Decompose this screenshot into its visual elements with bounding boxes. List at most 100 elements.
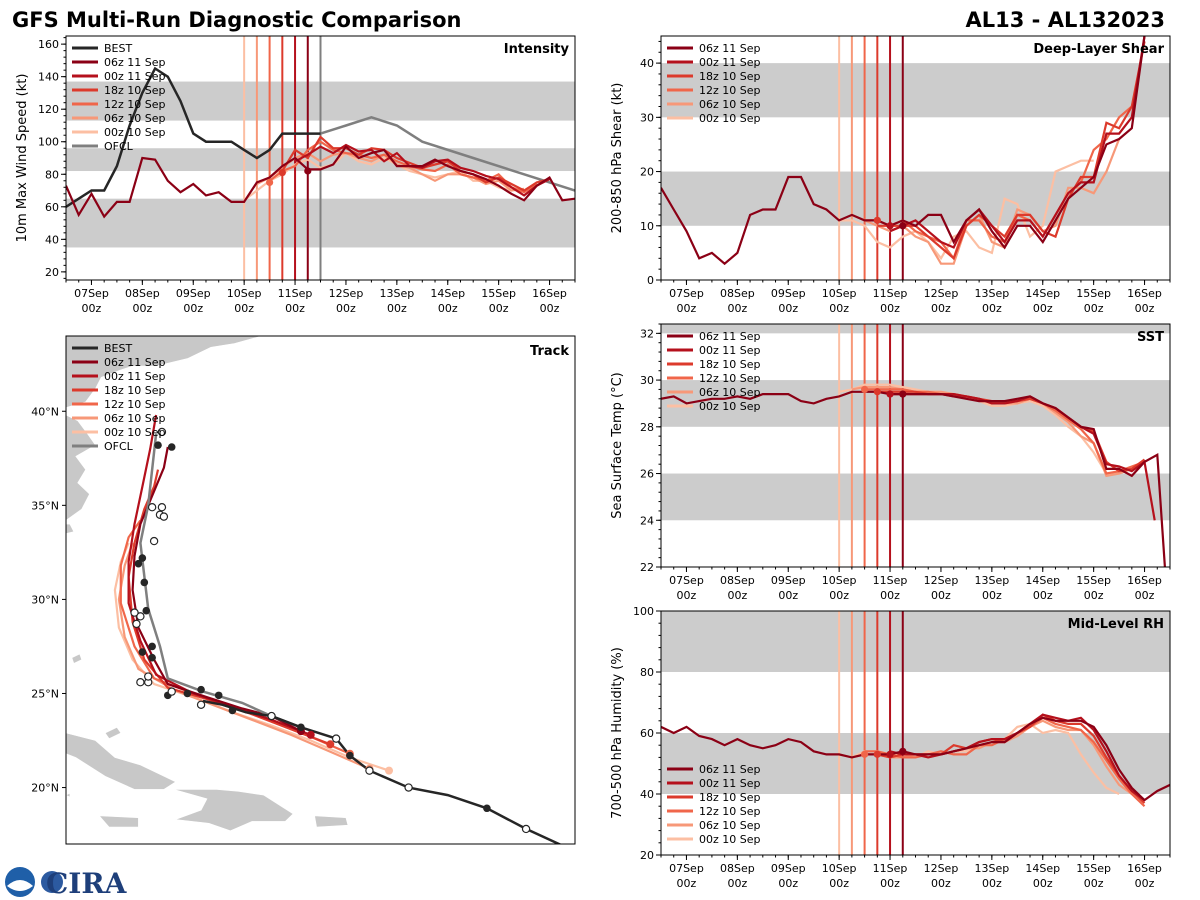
rh-x-tick-date: 15Sep: [1076, 862, 1111, 875]
sst-shaded-band: [661, 324, 1170, 334]
intensity-best-series: [66, 66, 321, 208]
shear-x-tick-date: 10Sep: [822, 287, 857, 300]
track-legend-label: BEST: [104, 342, 132, 355]
intensity-x-tick-hour: 00z: [132, 302, 152, 315]
sst-x-tick-date: 10Sep: [822, 574, 857, 587]
intensity-x-tick-hour: 00z: [336, 302, 356, 315]
track-position-marker: [483, 804, 491, 813]
track-position-marker: [183, 689, 192, 698]
sst-x-tick-hour: 00z: [1135, 589, 1155, 602]
rh-x-tick-hour: 00z: [1033, 877, 1053, 890]
track-legend-label: 00z 11 Sep: [104, 370, 166, 383]
track-position-marker: [228, 706, 237, 715]
rh-x-tick-date: 09Sep: [771, 862, 806, 875]
track-position-open-marker: [157, 427, 167, 437]
shear-legend-label: 06z 11 Sep: [699, 42, 761, 55]
sst-legend-label: 06z 11 Sep: [699, 330, 761, 343]
track-lat-label: 35°N: [31, 499, 59, 512]
shear-y-tick-label: 40: [640, 57, 654, 70]
cira-logo-text: CIRA: [46, 867, 128, 900]
sst-x-tick-hour: 00z: [829, 589, 849, 602]
track-position-marker: [197, 685, 205, 694]
bahamas-land: [104, 726, 122, 739]
hispaniola-land: [173, 789, 294, 832]
rh-plot-area: [661, 611, 1170, 855]
noaa-wave-icon: [7, 880, 33, 891]
sst-x-tick-date: 14Sep: [1025, 574, 1060, 587]
shear-x-tick-date: 09Sep: [771, 287, 806, 300]
shear-shaded-band: [661, 63, 1170, 118]
track-position-open-marker: [167, 687, 176, 696]
track-run-series: [127, 469, 331, 746]
rh-x-tick-date: 13Sep: [974, 862, 1009, 875]
shear-legend-label: 12z 10 Sep: [699, 84, 761, 97]
rh-legend-label: 06z 10 Sep: [699, 819, 761, 832]
shear-x-tick-date: 07Sep: [669, 287, 704, 300]
intensity-x-tick-date: 12Sep: [329, 287, 364, 300]
intensity-init-point: [266, 178, 274, 186]
track-run-series: [127, 414, 312, 736]
sst-panel: 22 24 26 28 30 32 07Sep 00z 08Sep 00z 09Sep 00z 10Se…: [610, 323, 1171, 602]
rh-x-tick-date: 10Sep: [822, 862, 857, 875]
track-position-open-marker: [521, 824, 531, 834]
shear-run-series: [839, 159, 1094, 261]
shear-init-point: [886, 222, 894, 230]
shear-x-tick-hour: 00z: [931, 302, 951, 315]
intensity-panel-title: Intensity: [504, 42, 570, 57]
shear-run-series: [661, 36, 1146, 266]
track-legend-label: OFCL: [104, 440, 134, 453]
track-lat-label: 20°N: [31, 782, 59, 795]
intensity-x-tick-date: 10Sep: [227, 287, 262, 300]
shear-x-tick-hour: 00z: [880, 302, 900, 315]
rh-x-tick-date: 16Sep: [1127, 862, 1162, 875]
intensity-panel: 20 40 60 80 100 120 140 160 07Sep 00z 08Sep 00z 09Se…: [15, 35, 576, 315]
track-position-open-marker: [147, 503, 157, 512]
track-position-marker: [167, 443, 176, 451]
rh-x-tick-hour: 00z: [1135, 877, 1155, 890]
rh-x-tick-hour: 00z: [727, 877, 747, 890]
rh-legend-label: 06z 11 Sep: [699, 763, 761, 776]
shear-x-tick-hour: 00z: [982, 302, 1002, 315]
track-position-marker: [138, 648, 147, 656]
track-position-open-marker: [267, 711, 276, 721]
intensity-x-tick-date: 11Sep: [278, 287, 313, 300]
rh-init-point: [886, 750, 894, 758]
shear-run-series: [889, 36, 1146, 249]
intensity-x-tick-date: 08Sep: [125, 287, 160, 300]
track-position-marker: [134, 559, 143, 568]
track-legend-label: 06z 11 Sep: [104, 356, 166, 369]
track-lat-label: 30°N: [31, 593, 59, 606]
sst-x-tick-hour: 00z: [677, 589, 697, 602]
sst-x-tick-date: 15Sep: [1076, 574, 1111, 587]
intensity-x-tick-date: 16Sep: [532, 287, 567, 300]
intensity-y-tick-label: 80: [45, 168, 59, 181]
cuba-land: [66, 732, 177, 790]
intensity-plot-area: [66, 36, 575, 280]
sst-x-tick-date: 16Sep: [1127, 574, 1162, 587]
sst-panel-title: SST: [1137, 330, 1164, 345]
shear-legend-label: 00z 10 Sep: [699, 112, 761, 125]
sst-init-point: [899, 390, 907, 398]
rh-y-axis-label: 700-500 hPa Humidity (%): [610, 647, 625, 819]
track-position-open-marker: [130, 608, 139, 617]
sst-y-axis-label: Sea Surface Temp (°C): [610, 372, 625, 519]
track-lat-label: 40°N: [31, 405, 59, 418]
sst-legend-label: 06z 10 Sep: [699, 386, 761, 399]
track-position-open-marker: [136, 612, 145, 621]
intensity-init-point: [304, 167, 312, 175]
rh-legend-label: 00z 10 Sep: [699, 833, 761, 846]
sst-x-tick-date: 07Sep: [669, 574, 704, 587]
bahamas-land: [71, 653, 83, 664]
intensity-run-series: [294, 143, 551, 197]
sst-x-tick-date: 09Sep: [771, 574, 806, 587]
shear-x-tick-hour: 00z: [727, 302, 747, 315]
rh-legend-label: 12z 10 Sep: [699, 805, 761, 818]
sst-legend-label: 18z 10 Sep: [699, 358, 761, 371]
shear-x-tick-date: 11Sep: [873, 287, 908, 300]
track-position-open-marker: [404, 783, 413, 792]
track-position-marker: [154, 441, 162, 449]
intensity-x-tick-hour: 00z: [489, 302, 509, 315]
shear-y-tick-label: 20: [640, 166, 654, 179]
